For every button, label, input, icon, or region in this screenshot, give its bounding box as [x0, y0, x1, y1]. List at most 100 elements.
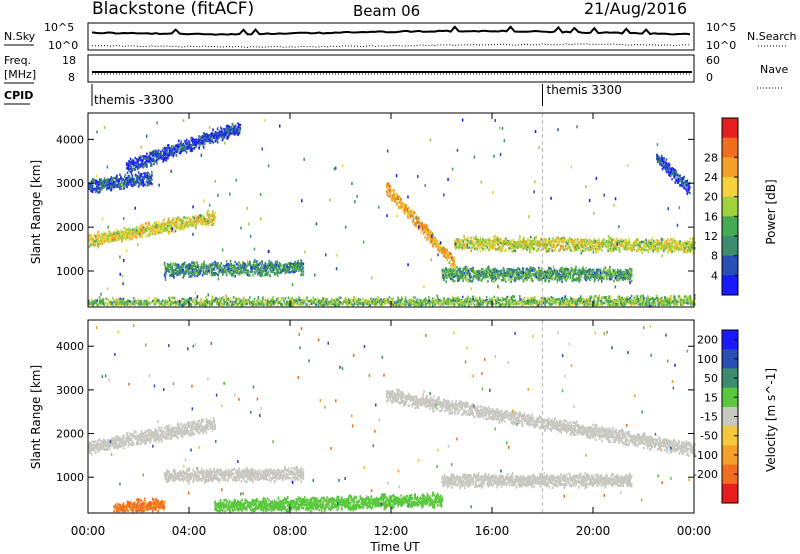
- power-cell: [387, 182, 390, 186]
- power-cell: [211, 264, 213, 268]
- power-cell: [184, 140, 186, 143]
- power-cell: [283, 302, 286, 305]
- power-cell: [265, 300, 267, 304]
- power-cell: [342, 302, 344, 306]
- power-cell: [99, 188, 102, 192]
- power-cell: [195, 142, 198, 146]
- power-cell: [194, 218, 196, 222]
- power-cell: [99, 242, 102, 246]
- power-cell: [177, 220, 180, 223]
- power-cell: [273, 301, 276, 305]
- power-cell: [95, 182, 97, 185]
- power-cell: [124, 178, 127, 182]
- power-cell: [233, 264, 236, 267]
- power-cell: [579, 299, 581, 303]
- power-cell: [232, 295, 235, 299]
- power-cell: [202, 267, 205, 270]
- power-cell: [122, 233, 124, 237]
- power-cell: [369, 299, 371, 303]
- power-cell: [273, 268, 275, 272]
- power-cell: [105, 183, 108, 187]
- power-cell: [643, 296, 645, 300]
- power-cell: [140, 300, 142, 303]
- power-cell: [112, 177, 115, 180]
- power-cell: [103, 181, 106, 185]
- power-cell: [195, 145, 197, 148]
- power-cell: [636, 295, 639, 298]
- power-cell: [234, 260, 236, 264]
- power-cell: [131, 301, 133, 305]
- power-cell: [275, 266, 278, 269]
- power-cell: [141, 235, 143, 239]
- power-cell: [216, 131, 218, 135]
- power-cell: [422, 228, 424, 232]
- power-cell: [208, 139, 210, 142]
- power-cell: [132, 159, 135, 163]
- power-cell: [103, 179, 106, 183]
- power-cell: [213, 136, 216, 139]
- power-cell: [465, 298, 468, 301]
- power-cell: [90, 238, 92, 241]
- power-cell: [310, 299, 312, 302]
- power-cell: [269, 261, 271, 265]
- power-cell: [404, 300, 406, 303]
- power-cell: [202, 271, 205, 275]
- power-cell: [165, 147, 168, 150]
- power-cell: [202, 137, 205, 140]
- power-cell: [163, 218, 165, 222]
- power-cell: [160, 157, 163, 160]
- power-cell: [193, 269, 195, 273]
- power-cell: [183, 273, 185, 277]
- power-cell: [239, 264, 242, 268]
- power-cell: [167, 145, 170, 149]
- power-cell: [425, 224, 428, 227]
- power-cell: [298, 266, 300, 269]
- power-cell: [259, 300, 261, 303]
- power-cell: [92, 237, 95, 241]
- power-cell: [293, 265, 295, 268]
- power-cell: [166, 223, 168, 226]
- power-cell: [125, 228, 127, 231]
- power-cell: [437, 297, 439, 300]
- power-cell: [546, 300, 549, 303]
- power-cell: [239, 123, 242, 127]
- power-cell: [172, 269, 174, 272]
- power-cell: [143, 300, 146, 304]
- power-cell: [190, 275, 193, 278]
- freq-tick-bottom: 8: [68, 71, 75, 84]
- power-cell: [573, 297, 575, 301]
- power-cell: [105, 239, 108, 242]
- power-cell: [458, 298, 461, 301]
- power-cell: [160, 231, 163, 234]
- power-cell: [123, 226, 126, 230]
- power-cell: [263, 264, 265, 267]
- power-cell: [244, 267, 246, 270]
- power-cell: [129, 167, 131, 170]
- power-cell: [171, 224, 174, 227]
- power-cell: [140, 229, 143, 232]
- power-cell: [227, 135, 230, 138]
- power-cell: [287, 296, 290, 299]
- power-cell: [192, 220, 195, 224]
- power-cell: [180, 267, 182, 270]
- power-cell: [575, 303, 577, 307]
- power-cell: [225, 263, 228, 266]
- power-cell: [162, 299, 164, 302]
- power-cell: [203, 260, 205, 264]
- power-cell: [118, 179, 120, 182]
- power-cell: [228, 266, 231, 269]
- power-cell: [113, 185, 116, 189]
- power-cell: [289, 271, 291, 274]
- power-cell: [262, 269, 264, 273]
- power-cell: [109, 239, 112, 242]
- power-cell: [212, 263, 215, 266]
- power-cell: [143, 157, 146, 160]
- power-cell: [275, 269, 278, 272]
- power-cell: [178, 150, 181, 153]
- power-cell: [125, 303, 127, 307]
- power-cell: [245, 271, 247, 275]
- power-cell: [384, 298, 387, 301]
- power-cell: [677, 300, 679, 303]
- power-cell: [130, 182, 132, 186]
- power-cell: [171, 152, 173, 155]
